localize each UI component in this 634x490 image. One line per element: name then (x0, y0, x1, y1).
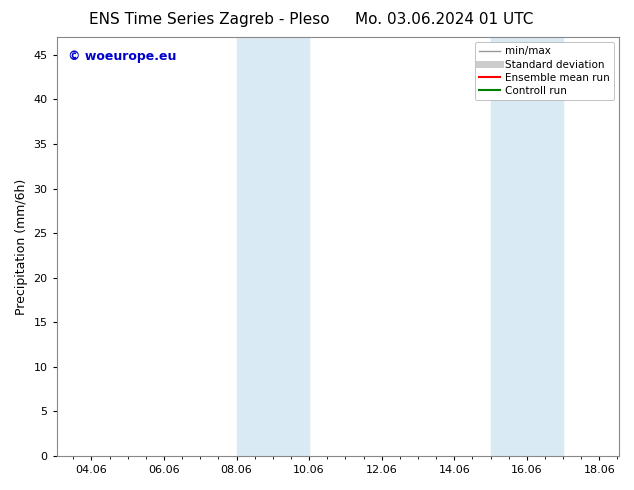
Bar (236, 37, 309, 456)
Text: ENS Time Series Zagreb - Pleso: ENS Time Series Zagreb - Pleso (89, 12, 330, 27)
Bar (491, 37, 563, 456)
Text: © woeurope.eu: © woeurope.eu (68, 49, 176, 63)
Y-axis label: Precipitation (mm/6h): Precipitation (mm/6h) (15, 178, 28, 315)
Legend: min/max, Standard deviation, Ensemble mean run, Controll run: min/max, Standard deviation, Ensemble me… (475, 42, 614, 100)
Text: Mo. 03.06.2024 01 UTC: Mo. 03.06.2024 01 UTC (354, 12, 533, 27)
